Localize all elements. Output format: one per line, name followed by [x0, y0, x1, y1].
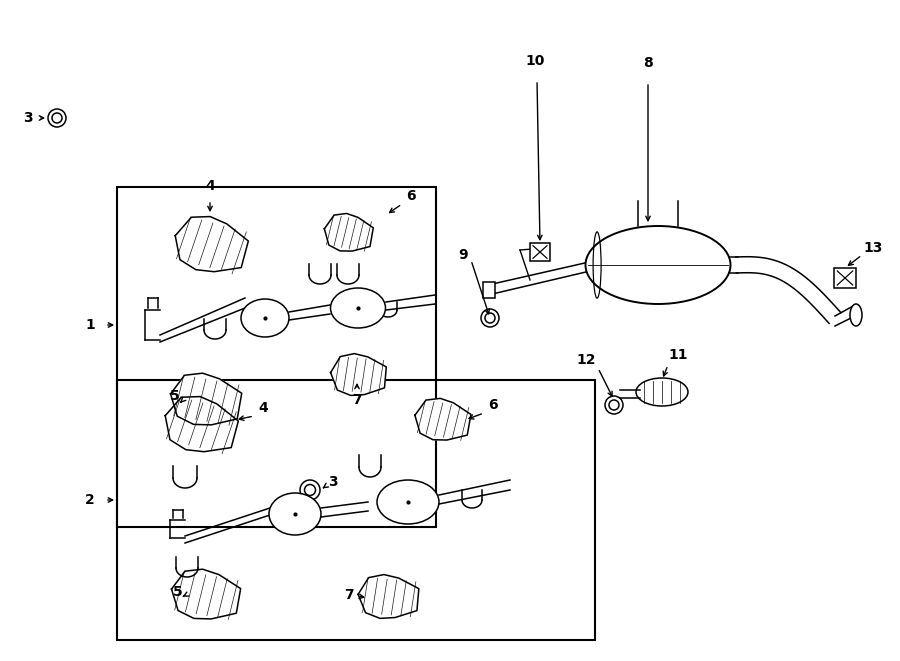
- Text: 2: 2: [86, 493, 95, 507]
- Circle shape: [605, 396, 623, 414]
- Text: 3: 3: [23, 111, 32, 125]
- Text: 6: 6: [406, 189, 416, 203]
- Text: 11: 11: [668, 348, 688, 362]
- Bar: [834, 268, 856, 288]
- Ellipse shape: [850, 304, 862, 326]
- Text: 10: 10: [526, 54, 544, 68]
- Polygon shape: [170, 373, 242, 425]
- Text: 4: 4: [258, 401, 268, 415]
- Bar: [117, 380, 595, 640]
- Polygon shape: [330, 354, 386, 395]
- Polygon shape: [358, 574, 419, 619]
- Text: 5: 5: [173, 585, 183, 599]
- Ellipse shape: [636, 378, 688, 406]
- Polygon shape: [324, 214, 374, 251]
- Circle shape: [481, 309, 499, 327]
- Text: 1: 1: [86, 318, 95, 332]
- Ellipse shape: [377, 480, 439, 524]
- Polygon shape: [415, 399, 471, 440]
- Text: 8: 8: [644, 56, 652, 70]
- Text: 5: 5: [170, 389, 180, 403]
- Bar: [483, 282, 495, 298]
- Polygon shape: [166, 397, 238, 451]
- Text: 4: 4: [205, 179, 215, 193]
- Polygon shape: [176, 217, 248, 272]
- Ellipse shape: [241, 299, 289, 337]
- Circle shape: [48, 109, 66, 127]
- Text: 6: 6: [488, 398, 498, 412]
- Text: 7: 7: [352, 393, 362, 407]
- Ellipse shape: [269, 493, 321, 535]
- Ellipse shape: [330, 288, 385, 328]
- Text: 13: 13: [863, 241, 882, 255]
- Bar: [117, 187, 436, 527]
- Ellipse shape: [586, 226, 731, 304]
- Text: 9: 9: [458, 248, 468, 262]
- Bar: [530, 243, 550, 261]
- Text: 12: 12: [577, 353, 596, 367]
- Text: 7: 7: [345, 588, 354, 602]
- Circle shape: [300, 480, 320, 500]
- Polygon shape: [172, 569, 240, 619]
- Text: 3: 3: [328, 475, 338, 489]
